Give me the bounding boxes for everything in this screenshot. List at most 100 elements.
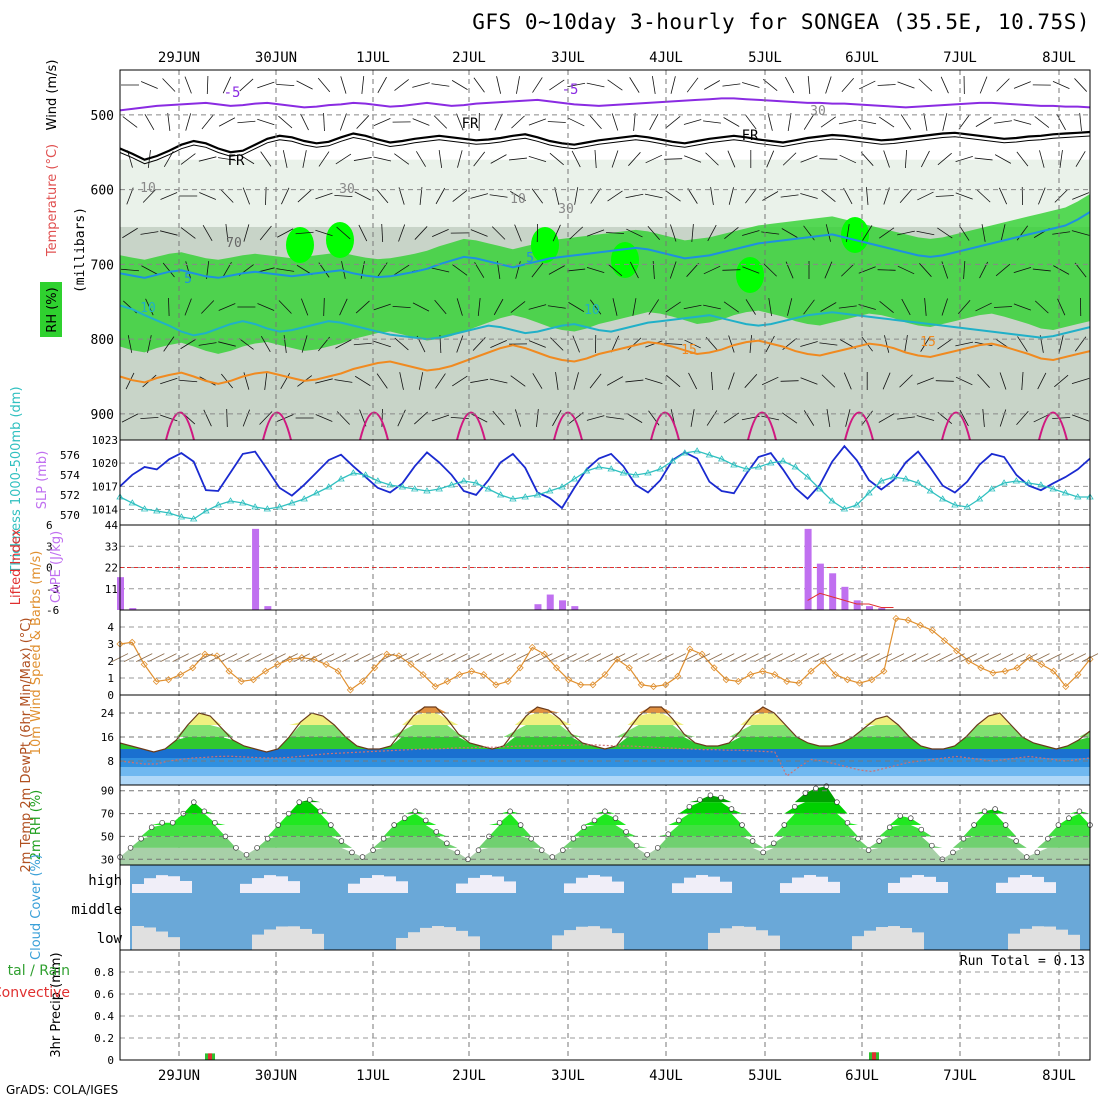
temp-band-7	[120, 707, 1090, 713]
wind-barb	[145, 298, 154, 316]
credit-text: GrADS: COLA/IGES	[6, 1083, 119, 1097]
precip-tick-label: 0.8	[94, 966, 114, 979]
pressure-tick-label: 600	[91, 184, 114, 199]
thickness-point	[472, 479, 480, 486]
wind-barb	[1071, 230, 1090, 236]
wind-tick-label: 1	[107, 672, 114, 685]
wind-speed-point	[940, 637, 949, 645]
wind-barb	[824, 261, 833, 279]
wind-barb	[1021, 371, 1024, 391]
wind-barb	[761, 376, 779, 386]
wind-barb	[260, 151, 272, 167]
wind-barb	[281, 187, 290, 205]
wind-barb	[923, 113, 928, 131]
temp-contour-freezing-double	[119, 135, 1091, 165]
wind-barb	[334, 379, 353, 383]
wind-barb	[315, 414, 333, 422]
wind-speed-point	[807, 667, 815, 675]
wind-barb	[509, 157, 527, 161]
wind-barb	[394, 79, 409, 91]
rh2m-point	[444, 840, 450, 847]
wind-barb	[394, 337, 409, 351]
wind-barb	[1057, 298, 1066, 316]
cloud-low-bar	[720, 928, 732, 950]
temp-contour-20	[456, 411, 486, 441]
cloud-high-bar	[804, 875, 816, 893]
wind-barb	[490, 339, 507, 349]
cloud-high-bar	[504, 881, 516, 893]
wind-barb	[264, 372, 268, 390]
rh2m-point	[781, 822, 787, 828]
wind-barb	[606, 416, 624, 420]
wind-barb	[167, 113, 171, 131]
wind-barb-10m	[499, 653, 517, 662]
wind-barb	[999, 372, 1007, 390]
wind-barb	[1039, 150, 1045, 168]
rh2m-point	[665, 831, 672, 837]
wind-barb	[645, 377, 663, 385]
thickness-point	[914, 479, 922, 486]
cape-bar	[559, 600, 567, 610]
wind-speed-point	[334, 667, 342, 675]
wind-barb-10m	[148, 653, 165, 662]
wind-barb	[589, 373, 602, 389]
wind-barb	[877, 269, 896, 271]
thickness-point	[226, 497, 235, 504]
wind-barb-10m	[123, 653, 141, 662]
thickness-point	[668, 457, 677, 464]
thickness-tick-label: 572	[60, 489, 80, 502]
wind-barb	[393, 264, 410, 276]
day-label-top: 6JUL	[845, 50, 879, 66]
wind-barb	[1034, 116, 1050, 128]
temp-contour-20	[262, 411, 292, 441]
thickness-point	[251, 503, 259, 510]
wind-barb	[728, 187, 734, 205]
wind-barb	[496, 76, 502, 94]
wind-barb-10m	[839, 653, 856, 662]
wind-barb	[259, 411, 273, 425]
cloud-axis-label: Cloud Cover (%)	[29, 854, 44, 960]
wind-barb	[280, 373, 291, 389]
lifted-index-line	[807, 592, 894, 608]
wind-barb	[917, 191, 934, 201]
cloud-low-bar	[300, 928, 312, 950]
wind-barb	[703, 265, 721, 275]
wind-speed-point	[274, 660, 282, 668]
wind-barb	[861, 410, 873, 426]
cape-bar	[853, 600, 861, 610]
wind-barb	[218, 303, 236, 311]
cloud-low-bar	[132, 926, 144, 950]
wind-barb	[353, 342, 372, 346]
wind-barb-10m	[705, 653, 723, 662]
rh2m-point	[865, 847, 872, 853]
wind-barb	[766, 150, 775, 168]
rh2m-point	[264, 835, 271, 842]
rh-legend: RH (%)	[45, 287, 60, 332]
rh2m-point	[792, 803, 798, 810]
wind-barb	[318, 262, 330, 278]
wind-barb-10m	[948, 653, 965, 662]
wind-barb	[490, 154, 507, 164]
rh2m-point	[412, 808, 418, 815]
thickness-point	[840, 505, 849, 512]
wind-barb	[877, 84, 896, 86]
wind-barb	[724, 227, 739, 239]
wind-barb	[841, 77, 855, 93]
wind-barb	[937, 152, 952, 166]
cape-bar	[546, 594, 554, 610]
wind-barb	[648, 299, 660, 315]
wind-barb	[180, 153, 196, 165]
thickness-point	[644, 469, 652, 476]
thickness-point	[533, 491, 542, 498]
wind-barb	[412, 82, 430, 88]
day-label-top: 4JUL	[649, 50, 683, 66]
rh-peak-3	[841, 217, 869, 253]
wind-barb	[514, 224, 522, 242]
rh2m-point	[654, 845, 661, 851]
wind-speed-point	[528, 643, 536, 651]
wind-barb	[431, 83, 450, 87]
cloud-high-bar	[696, 875, 708, 893]
wind-barb	[218, 117, 236, 127]
wind-barb	[516, 76, 520, 94]
wind-barb	[941, 298, 948, 316]
